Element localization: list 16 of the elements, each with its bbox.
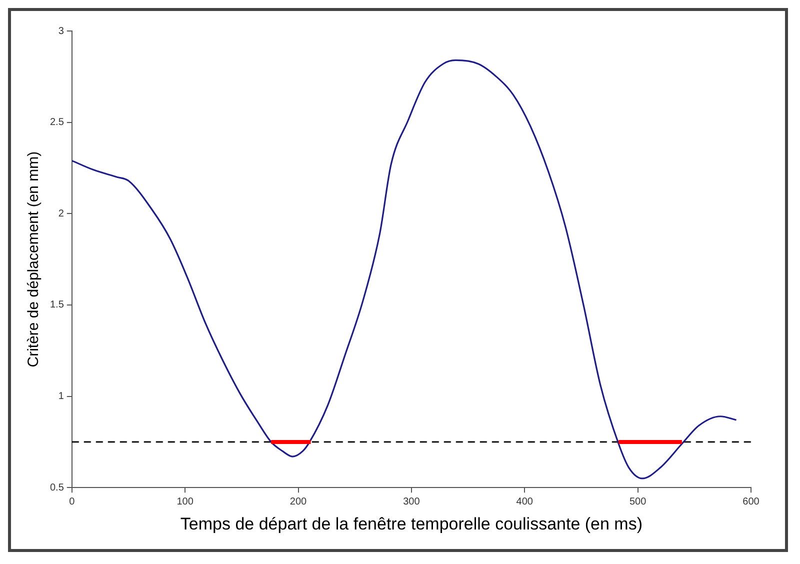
x-tick-label: 500 <box>629 496 647 508</box>
x-axis-title: Temps de départ de la fenêtre temporelle coulissante (en ms) <box>180 514 642 534</box>
x-tick-label: 200 <box>290 496 308 508</box>
y-tick-label: 2 <box>58 208 64 220</box>
y-axis-title: Critère de déplacement (en mm) <box>25 151 42 368</box>
x-tick-label: 400 <box>516 496 534 508</box>
x-tick-label: 100 <box>176 496 194 508</box>
y-tick-label: 0.5 <box>50 482 64 494</box>
y-tick-label: 2.5 <box>50 117 64 128</box>
line-series <box>72 59 738 480</box>
x-tick-label: 300 <box>403 496 420 508</box>
y-tick-label: 1.5 <box>50 300 64 311</box>
y-tick-label: 1 <box>58 391 64 402</box>
y-tick-label: 3 <box>58 26 64 37</box>
x-tick-label: 600 <box>742 496 760 508</box>
x-tick-label: 0 <box>69 496 76 508</box>
